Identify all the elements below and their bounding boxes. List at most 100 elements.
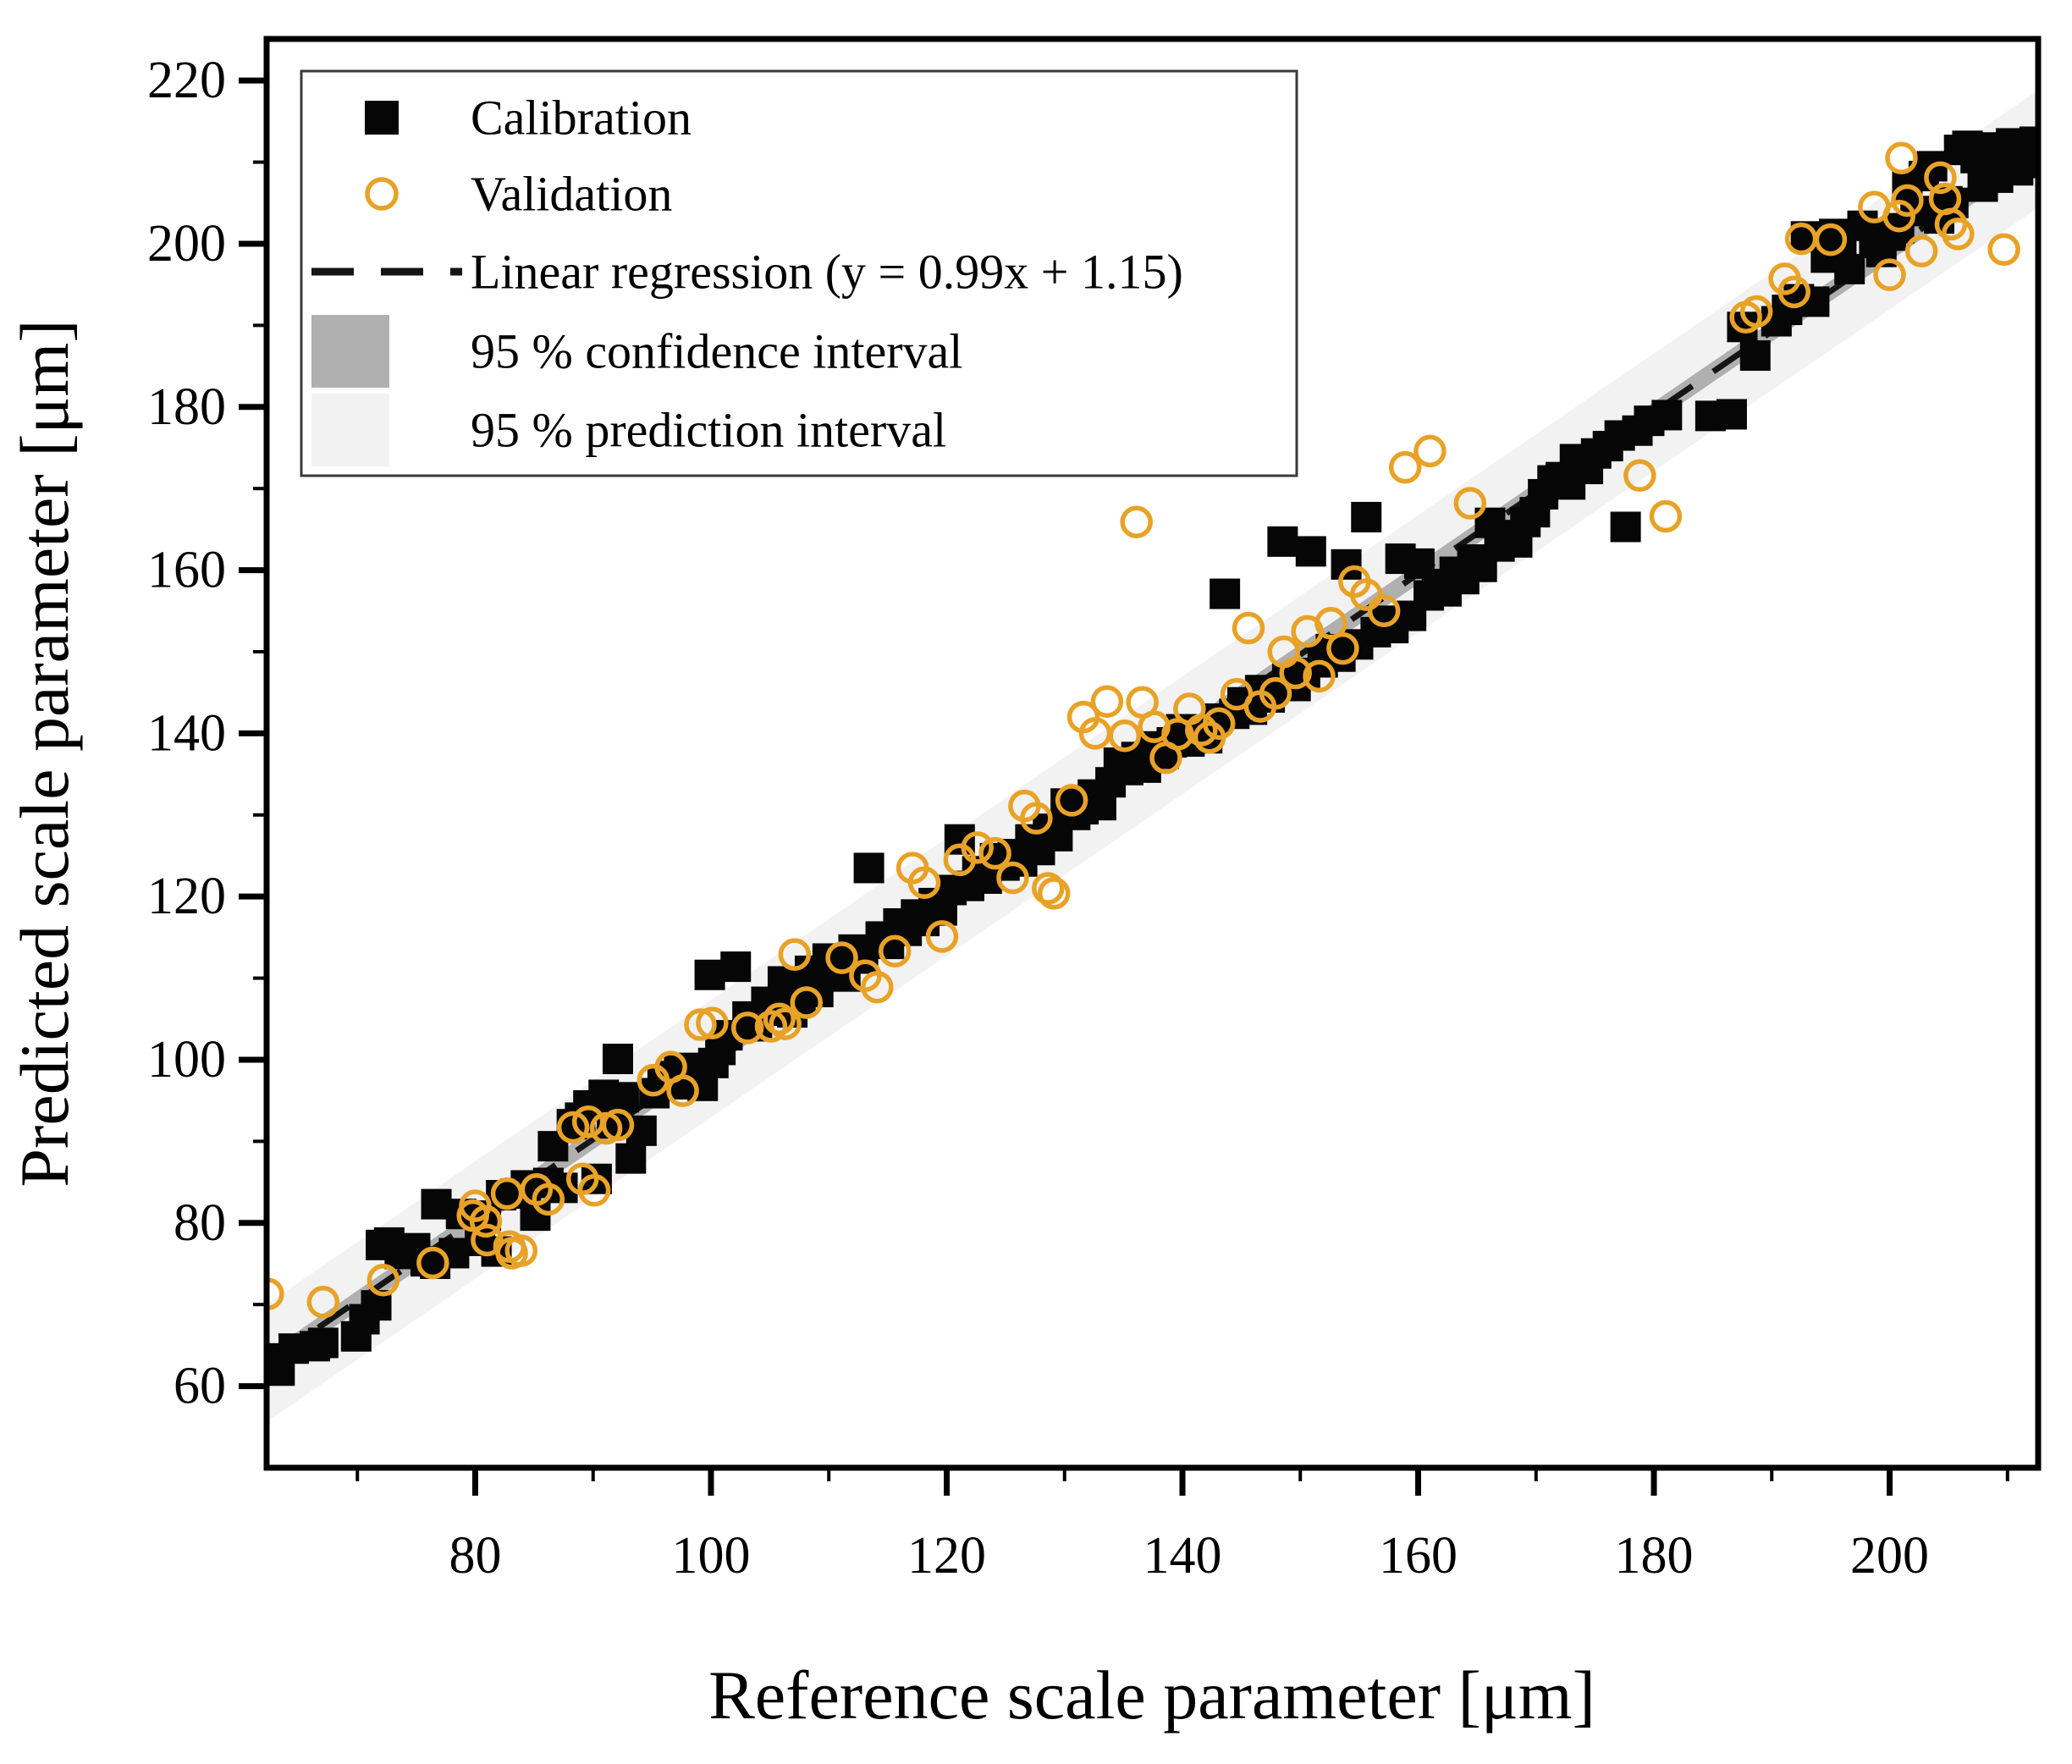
calibration-point	[1716, 399, 1747, 430]
legend-calibration-label: Calibration	[471, 91, 692, 146]
validation-point	[1090, 685, 1124, 719]
y-tick-label: 220	[147, 52, 226, 109]
calibration-point	[853, 852, 884, 884]
validation-point	[1413, 434, 1447, 468]
validation-point	[1873, 258, 1906, 291]
legend: Calibration Validation Linear regression…	[300, 69, 1298, 477]
y-tick-label: 180	[147, 378, 226, 436]
validation-point	[1649, 499, 1683, 533]
legend-calibration-marker	[365, 101, 399, 135]
x-tick-label: 120	[907, 1527, 986, 1585]
validation-point	[1891, 184, 1924, 218]
validation-point	[961, 831, 994, 864]
validation-point	[366, 1264, 400, 1297]
validation-point	[1032, 872, 1065, 905]
validation-point	[1185, 714, 1218, 747]
legend-validation-marker	[365, 177, 399, 211]
validation-point	[769, 1007, 802, 1040]
validation-point	[1904, 234, 1938, 267]
validation-point	[925, 920, 959, 953]
calibration-point	[1351, 501, 1382, 532]
y-tick-label: 120	[147, 868, 226, 925]
validation-point	[878, 934, 912, 968]
validation-point	[825, 941, 858, 974]
validation-point	[416, 1246, 449, 1280]
y-tick-label: 140	[147, 704, 226, 762]
validation-point	[1202, 707, 1236, 741]
validation-point	[1232, 611, 1265, 645]
calibration-point	[1267, 526, 1298, 557]
validation-point	[1055, 784, 1088, 817]
validation-point	[601, 1108, 635, 1142]
validation-point	[1161, 718, 1194, 751]
validation-point	[754, 1010, 788, 1043]
legend-box	[300, 69, 1298, 477]
calibration-point	[1331, 548, 1362, 580]
validation-point	[556, 1111, 590, 1144]
validation-point	[1882, 199, 1915, 233]
legend-validation-label: Validation	[471, 167, 672, 222]
x-tick-label: 200	[1850, 1527, 1929, 1585]
x-tick-label: 80	[449, 1527, 501, 1585]
validation-point	[730, 1012, 764, 1045]
data-points	[267, 126, 2038, 1386]
validation-point	[1739, 295, 1773, 328]
validation-point	[978, 836, 1011, 870]
validation-point	[1259, 676, 1292, 710]
plot-frame	[263, 36, 2042, 1471]
validation-point	[996, 861, 1029, 895]
axis-ticks: 80 100 120 140 160 180 200 60 80 100 120 140 160 180 2…	[147, 52, 2009, 1585]
validation-point	[1108, 719, 1142, 752]
validation-point	[1623, 459, 1656, 493]
validation-point	[577, 1173, 611, 1207]
calibration-point	[602, 1044, 633, 1075]
validation-point	[532, 1182, 565, 1216]
calibration-point	[1739, 340, 1771, 372]
calibration-point	[2021, 141, 2038, 172]
x-axis-title: Reference scale parameter [μm]	[708, 1657, 1595, 1734]
x-tick-label: 160	[1379, 1527, 1458, 1585]
validation-point	[1020, 802, 1053, 835]
legend-confidence-label: 95 % confidence interval	[471, 324, 962, 379]
validation-point	[1942, 218, 1975, 251]
validation-point	[907, 866, 941, 900]
validation-point	[666, 1074, 699, 1107]
validation-point	[790, 986, 824, 1019]
validation-point	[469, 1204, 503, 1238]
validation-point	[1814, 223, 1848, 256]
validation-point	[1120, 505, 1153, 538]
validation-point	[1303, 659, 1336, 693]
calibration-point	[615, 1143, 647, 1174]
y-tick-label: 100	[147, 1031, 226, 1089]
calibration-point	[1295, 536, 1326, 567]
x-tick-label: 180	[1615, 1527, 1694, 1585]
calibration-point	[694, 959, 725, 990]
y-tick-label: 200	[147, 215, 226, 273]
calibration-point	[307, 1327, 339, 1359]
validation-point	[1314, 606, 1347, 640]
validation-point	[1326, 631, 1359, 665]
calibration-point	[1210, 578, 1241, 609]
validation-point	[504, 1234, 538, 1267]
validation-point	[763, 1002, 796, 1036]
validation-point	[1388, 450, 1422, 484]
x-tick-label: 100	[671, 1527, 750, 1585]
calibration-point	[1651, 400, 1683, 431]
validation-point	[1924, 161, 1957, 195]
validation-point	[684, 1008, 717, 1041]
x-tick-label: 140	[1143, 1527, 1222, 1585]
legend-prediction-swatch	[311, 394, 389, 466]
validation-point	[1279, 656, 1312, 690]
validation-point	[1037, 877, 1071, 910]
calibration-point	[720, 951, 752, 983]
y-tick-label: 160	[147, 542, 226, 599]
validation-point	[471, 1223, 504, 1257]
validation-point	[306, 1286, 340, 1319]
validation-point	[1777, 275, 1810, 309]
validation-point	[1453, 487, 1487, 520]
y-tick-label: 80	[174, 1194, 226, 1252]
calibration-point	[608, 1082, 639, 1113]
calibration-point	[1610, 511, 1641, 543]
